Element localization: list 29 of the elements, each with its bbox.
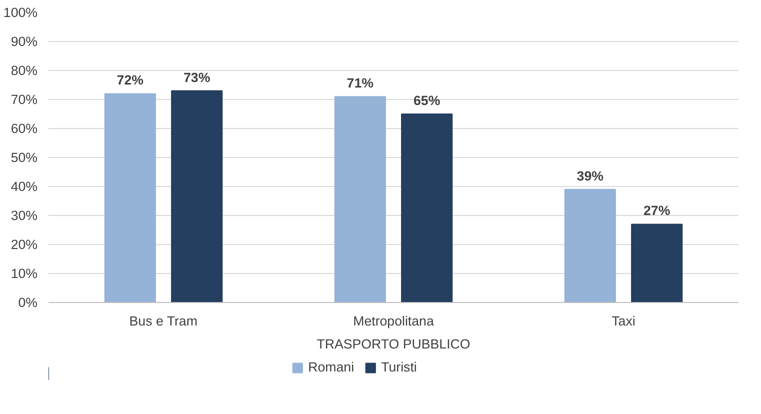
y-tick-label: 60% bbox=[10, 121, 38, 136]
y-tick-label: 40% bbox=[10, 179, 38, 194]
y-tick-label: 70% bbox=[10, 92, 38, 107]
x-tick-label: Taxi bbox=[612, 314, 636, 328]
bar bbox=[401, 114, 453, 302]
y-tick-label: 10% bbox=[10, 266, 38, 281]
data-label: 39% bbox=[576, 168, 604, 184]
data-label: 27% bbox=[644, 203, 670, 218]
bar bbox=[564, 188, 616, 302]
data-label: 73% bbox=[184, 70, 210, 85]
bar bbox=[631, 224, 683, 302]
data-label: 65% bbox=[414, 93, 440, 108]
y-tick-label: 90% bbox=[10, 34, 38, 49]
y-tick-label: 20% bbox=[10, 237, 38, 252]
legend-label: Turisti bbox=[381, 360, 417, 374]
x-tick-label: Bus e Tram bbox=[129, 314, 198, 328]
bar bbox=[171, 90, 223, 302]
data-label: 72% bbox=[116, 72, 144, 88]
y-tick-label: 50% bbox=[10, 150, 38, 165]
x-axis-title: TRASPORTO PUBBLICO bbox=[316, 336, 470, 352]
bar bbox=[104, 93, 156, 302]
bar bbox=[334, 96, 386, 302]
y-tick-label: 80% bbox=[10, 63, 38, 78]
y-tick-label: 30% bbox=[10, 208, 38, 223]
data-label: 71% bbox=[346, 76, 374, 91]
legend-label: Romani bbox=[308, 360, 354, 374]
y-tick-label: 0% bbox=[18, 295, 38, 310]
y-tick-label: 100% bbox=[3, 5, 38, 20]
x-tick-label: Metropolitana bbox=[353, 314, 434, 328]
